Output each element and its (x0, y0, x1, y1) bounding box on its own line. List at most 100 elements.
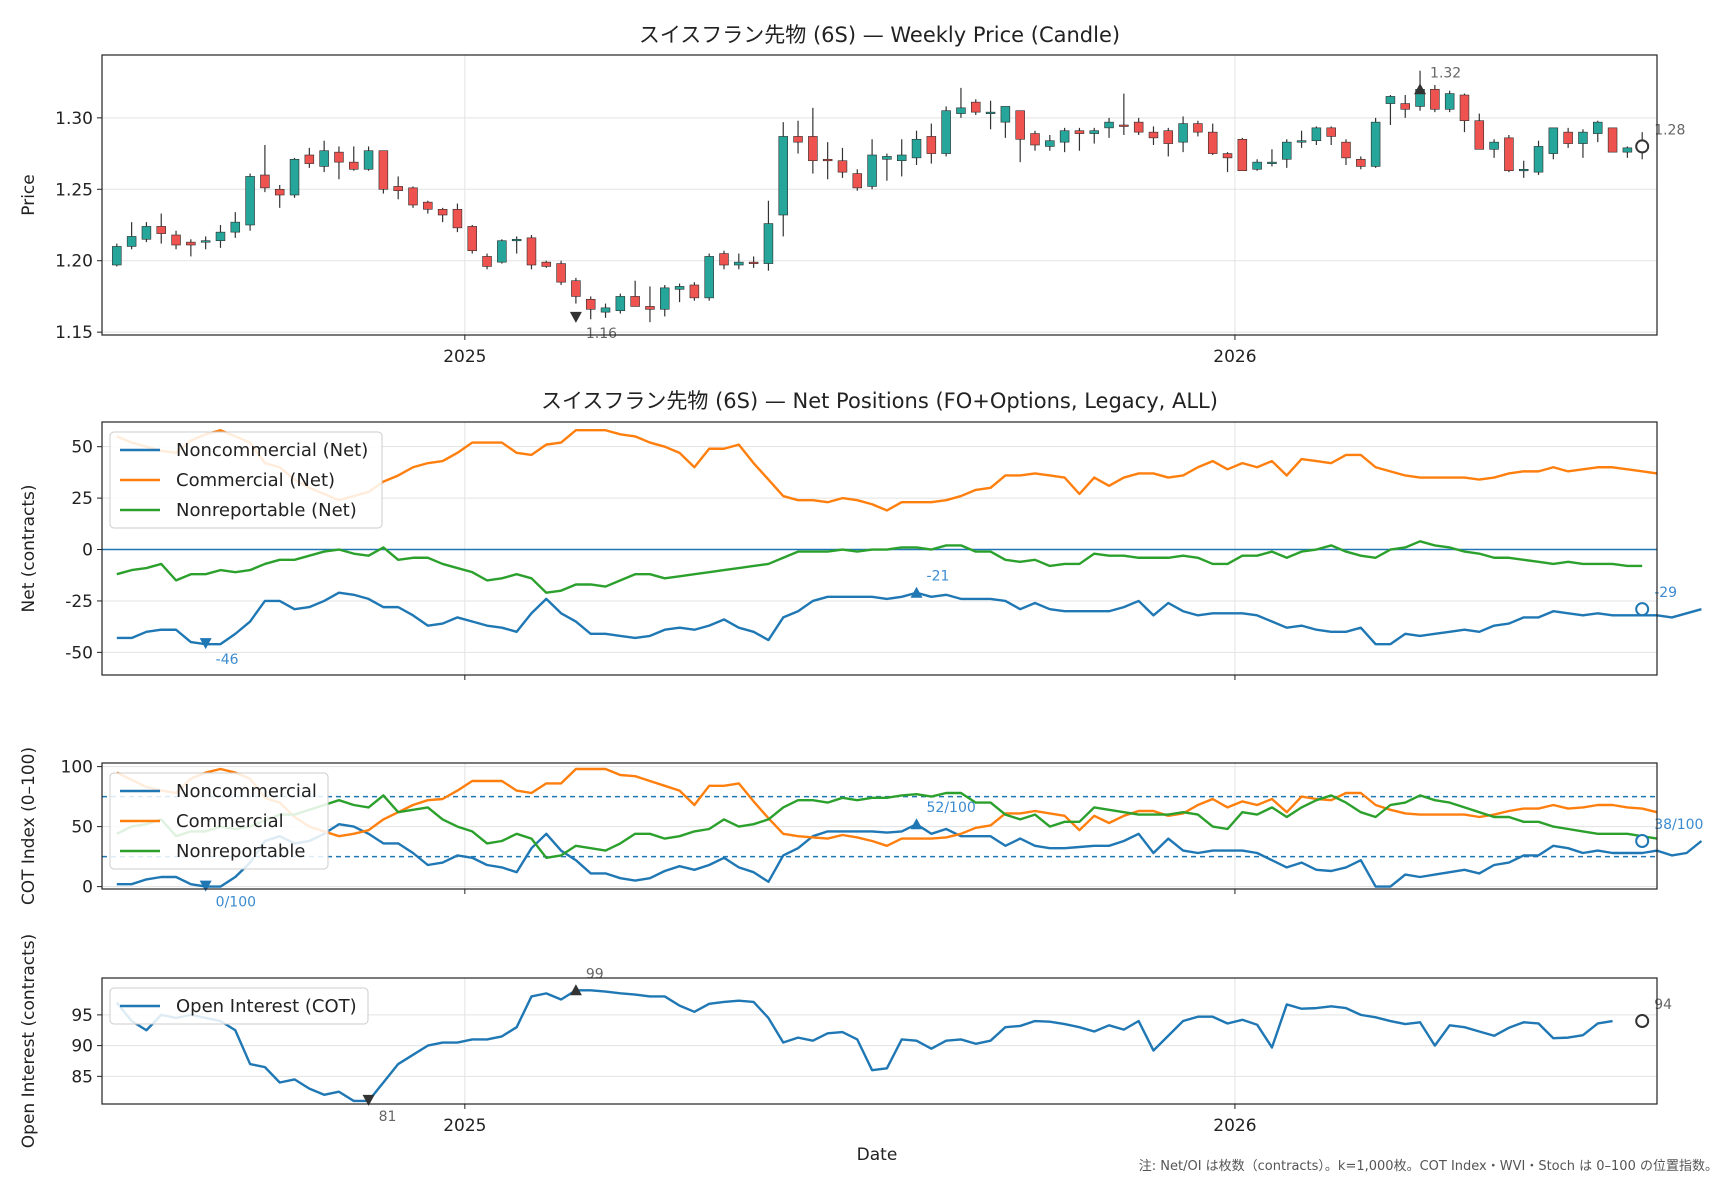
chart-title: スイスフラン先物 (6S) — Net Positions (FO+Option… (541, 389, 1218, 413)
candle-body (1326, 127, 1336, 137)
legend-label: Commercial (176, 811, 284, 832)
y-tick-label: 85 (71, 1067, 93, 1087)
min-marker (199, 880, 212, 892)
candle-body (1178, 123, 1188, 143)
panel-1: スイスフラン先物 (6S) — Weekly Price (Candle) 1.1… (19, 23, 1685, 367)
candle-body (452, 208, 463, 229)
legend-label: Nonreportable (Net) (176, 500, 357, 521)
candle-body (408, 187, 418, 206)
candle-body (393, 186, 403, 192)
y-tick-label: 50 (71, 818, 93, 838)
annotation-label: -29 (1654, 585, 1677, 601)
legend-label: Noncommercial (Net) (176, 440, 368, 461)
candle-body (689, 284, 700, 299)
candle-body (1267, 161, 1277, 164)
x-tick-label: 2025 (443, 1116, 486, 1136)
legend-label: Nonreportable (176, 841, 305, 862)
x-axis-label: Date (857, 1145, 898, 1165)
legend-label: Open Interest (COT) (176, 996, 357, 1017)
candle-body (1370, 121, 1381, 167)
candle-body (1563, 131, 1573, 144)
candle-body (319, 150, 329, 167)
legend-label: Commercial (Net) (176, 470, 335, 491)
chart-title: スイスフラン先物 (6S) — Weekly Price (Candle) (639, 23, 1120, 47)
candle-body (1622, 147, 1633, 153)
y-tick-label: 25 (71, 489, 93, 509)
series-line (116, 540, 1643, 594)
axes-frame (101, 54, 1658, 336)
last-value-marker (1635, 602, 1650, 617)
candle-body (112, 246, 122, 266)
candle-body (1252, 161, 1262, 170)
y-tick-label: 0 (82, 878, 93, 898)
y-tick-label: 90 (71, 1037, 93, 1057)
candle-body (1593, 121, 1603, 134)
candle-body (260, 174, 270, 189)
candle-body (704, 256, 714, 299)
candle-body (822, 158, 833, 162)
candle-body (467, 226, 477, 252)
y-tick-label: 1.30 (55, 109, 93, 129)
candle-body (200, 240, 211, 243)
candle-body (1504, 137, 1514, 172)
candle-body (896, 154, 907, 162)
candle-body (1133, 121, 1144, 133)
panel-4: 85 90 95 Open Interest (contracts) 2025 2026 8… (19, 934, 1672, 1148)
candle-body (615, 296, 626, 312)
candle-body (274, 188, 285, 196)
candle-body (423, 201, 433, 210)
min-marker (569, 311, 582, 323)
candle-body (526, 237, 537, 266)
candle-body (971, 101, 981, 113)
candle-body (1385, 96, 1396, 104)
candle-body (985, 111, 996, 114)
x-tick-label: 2025 (443, 347, 486, 367)
max-marker (1414, 83, 1427, 95)
candle-body (541, 261, 552, 267)
y-tick-label: 0 (82, 541, 93, 561)
x-tick-label: 2026 (1213, 347, 1256, 367)
candle-body (1119, 124, 1129, 127)
candle-body (482, 256, 492, 267)
max-marker (910, 586, 923, 598)
panel-2: スイスフラン先物 (6S) — Net Positions (FO+Option… (19, 389, 1702, 680)
series-line (116, 791, 1658, 859)
candle-body (867, 154, 877, 187)
candle-body (1296, 140, 1307, 143)
series-line (116, 767, 1658, 847)
candle-body (1045, 140, 1055, 147)
candle-body (1489, 141, 1499, 150)
candle-body (571, 280, 581, 297)
candle-body (245, 176, 255, 226)
legend-label: Noncommercial (176, 781, 317, 802)
candle-body (1104, 121, 1114, 129)
candle-body (1282, 141, 1292, 160)
last-value-marker (1635, 1014, 1650, 1029)
annotation-label: 94 (1654, 997, 1672, 1013)
candle-body (1533, 146, 1544, 173)
candle-body (674, 286, 685, 290)
candle-body (215, 231, 226, 242)
candle-body (837, 160, 848, 173)
candle-body (1459, 94, 1470, 122)
max-marker (569, 984, 582, 996)
y-tick-label: 1.20 (55, 252, 93, 272)
annotation-label: 38/100 (1654, 817, 1703, 833)
candle-body (600, 307, 611, 313)
legend-box (109, 987, 369, 1025)
candle-body (1207, 131, 1218, 154)
y-axis-label: Open Interest (contracts) (19, 934, 39, 1148)
axes-frame (101, 977, 1658, 1105)
candle-body (1030, 133, 1040, 146)
candle-body (1356, 158, 1366, 167)
candle-body (1400, 103, 1410, 110)
y-tick-label: -25 (65, 592, 93, 612)
candle-body (1430, 88, 1440, 110)
y-tick-label: 100 (61, 758, 93, 778)
candle-body (630, 296, 640, 307)
candle-body (941, 110, 951, 154)
legend: Open Interest (COT) (109, 987, 369, 1025)
candle-body (660, 287, 670, 310)
candle-body (1163, 130, 1174, 144)
annotation-label: 0/100 (216, 895, 256, 911)
